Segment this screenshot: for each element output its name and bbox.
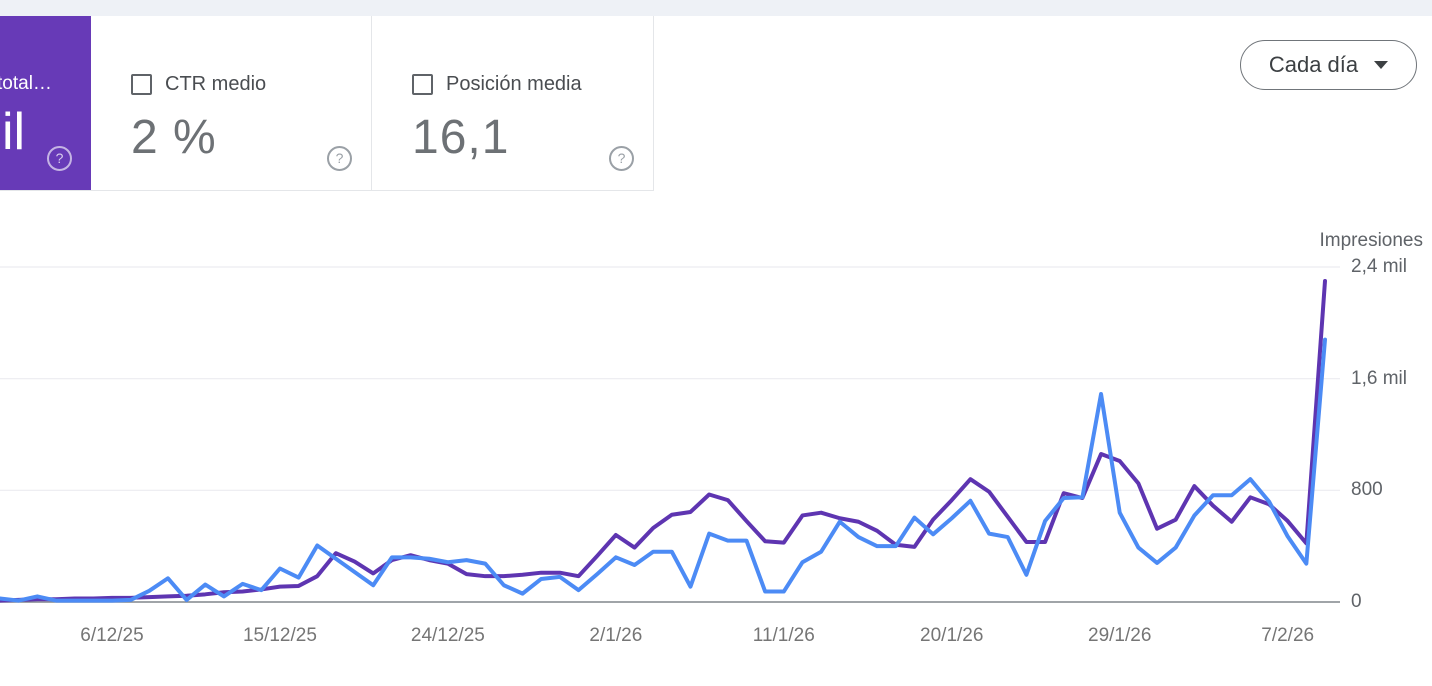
ctr-checkbox[interactable]: [131, 74, 152, 95]
help-icon[interactable]: ?: [609, 146, 634, 171]
position-card-label: Posición media: [446, 73, 582, 95]
impressions-card-value: il: [2, 103, 26, 161]
x-axis-tick-label: 24/12/25: [410, 625, 485, 646]
x-axis-tick-label: 11/1/26: [752, 625, 815, 646]
help-icon[interactable]: ?: [327, 146, 352, 171]
impressions-total-card[interactable]: total… il ?: [0, 16, 91, 190]
y-axis-title: Impresiones: [1319, 230, 1424, 251]
x-axis-tick-label: 2/1/26: [589, 625, 643, 646]
clicks-line: [0, 337, 1327, 603]
ctr-card-label: CTR medio: [165, 73, 267, 95]
x-axis-tick-label: 20/1/26: [920, 625, 984, 646]
position-checkbox[interactable]: [412, 74, 433, 95]
top-band: [0, 0, 1432, 16]
x-axis-tick-label: 6/12/25: [80, 625, 144, 646]
ctr-card[interactable]: CTR medio 2 % ?: [91, 16, 372, 190]
x-axis-tick-label: 29/1/26: [1088, 625, 1152, 646]
y-axis-tick-label: 2,4 mil: [1351, 256, 1407, 277]
position-card[interactable]: Posición media 16,1 ?: [372, 16, 654, 190]
y-axis-tick-label: 1,6 mil: [1351, 367, 1407, 389]
ctr-card-value: 2 %: [131, 111, 217, 164]
help-icon[interactable]: ?: [47, 146, 72, 171]
y-axis-tick-label: 0: [1351, 591, 1362, 612]
impressions-line: [0, 278, 1327, 603]
impressions-card-title: total…: [0, 73, 52, 94]
y-axis-tick-label: 800: [1351, 479, 1383, 501]
x-axis-tick-label: 7/2/26: [1261, 625, 1315, 646]
granularity-dropdown[interactable]: Cada día: [1240, 40, 1417, 90]
x-axis-tick-label: 15/12/25: [242, 625, 317, 646]
granularity-label: Cada día: [1268, 52, 1359, 77]
position-card-value: 16,1: [412, 111, 510, 164]
chevron-down-icon: [1374, 61, 1389, 69]
cards-divider: [0, 190, 654, 191]
